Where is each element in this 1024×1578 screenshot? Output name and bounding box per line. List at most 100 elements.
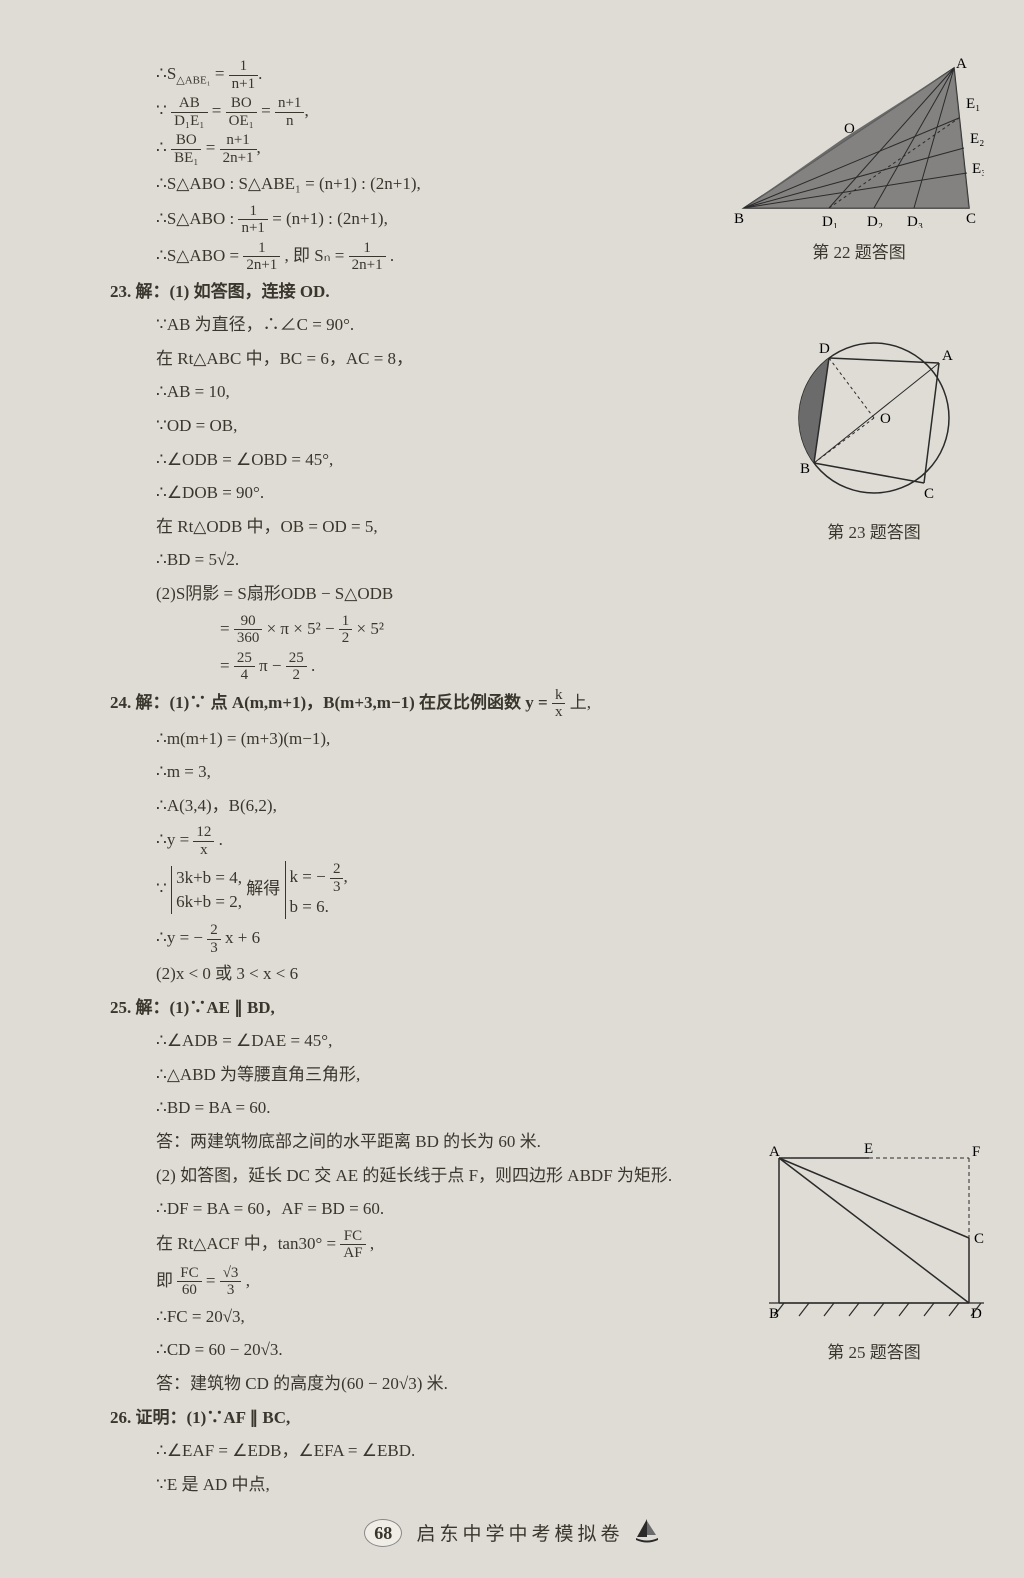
line: ∵AB 为直径，∴∠C = 90°. bbox=[110, 310, 700, 341]
text: . bbox=[258, 64, 262, 83]
numerator: n+1 bbox=[220, 132, 257, 150]
fraction: ABD₁E₁ bbox=[171, 95, 207, 129]
fraction: n+12n+1 bbox=[220, 132, 257, 166]
fraction: 23 bbox=[207, 922, 221, 956]
text: = bbox=[261, 101, 275, 120]
text: = bbox=[220, 618, 234, 637]
denominator: 3 bbox=[330, 879, 344, 896]
fraction: 12 bbox=[339, 613, 353, 647]
line: 在 Rt△ABC 中，BC = 6，AC = 8， bbox=[110, 344, 700, 375]
denominator: x bbox=[552, 704, 566, 721]
line: 即 FC60 = √33 , bbox=[110, 1265, 700, 1299]
text: 25. 解：(1)∵AE ∥ BD, bbox=[110, 998, 275, 1017]
label-A: A bbox=[769, 1144, 780, 1160]
text: ∴S bbox=[156, 64, 176, 83]
fraction: √33 bbox=[220, 1265, 242, 1299]
denominator: 2 bbox=[286, 667, 307, 684]
text: k = − bbox=[290, 867, 330, 886]
text: . bbox=[311, 655, 315, 674]
text: b = 6. bbox=[290, 897, 329, 916]
text: 在 Rt△ACF 中，tan30° = bbox=[156, 1234, 340, 1253]
line: 答：建筑物 CD 的高度为(60 − 20√3) 米. bbox=[110, 1369, 700, 1400]
denominator: 4 bbox=[234, 667, 255, 684]
line: ∴△ABD 为等腰直角三角形, bbox=[110, 1060, 700, 1091]
fig25-svg: A E F C B D bbox=[759, 1138, 989, 1328]
line: = 254 π − 252 . bbox=[110, 650, 700, 684]
numerator: 12 bbox=[193, 824, 214, 842]
line: ∴CD = 60 − 20√3. bbox=[110, 1335, 700, 1366]
text: ∴S△ABO : bbox=[156, 209, 238, 228]
numerator: FC bbox=[177, 1265, 201, 1283]
denominator: x bbox=[193, 842, 214, 859]
numerator: 1 bbox=[243, 240, 280, 258]
numerator: 1 bbox=[229, 58, 258, 76]
line: (2) 如答图，延长 DC 交 AE 的延长线于点 F，则四边形 ABDF 为矩… bbox=[110, 1161, 700, 1192]
line: ∴S△ABO : S△ABE₁ = (n+1) : (2n+1), bbox=[110, 169, 700, 200]
numerator: BO bbox=[171, 132, 201, 150]
denominator: 2n+1 bbox=[220, 150, 257, 167]
page-content: ∴S△ABE₁ = 1n+1. ∵ ABD₁E₁ = BOOE₁ = n+1n,… bbox=[110, 58, 954, 1500]
footer-title: 启东中学中考模拟卷 bbox=[416, 1524, 623, 1545]
numerator: 1 bbox=[238, 203, 267, 221]
fig22-caption: 第 22 题答图 bbox=[734, 238, 984, 263]
text: = bbox=[211, 64, 229, 83]
numerator: 90 bbox=[234, 613, 263, 631]
text: 26. 证明：(1)∵AF ∥ BC, bbox=[110, 1408, 290, 1427]
numerator: √3 bbox=[220, 1265, 242, 1283]
label-O: O bbox=[844, 121, 855, 137]
numerator: 2 bbox=[207, 922, 221, 940]
text: , bbox=[343, 867, 347, 886]
label-D2: D₂ bbox=[867, 214, 883, 228]
line: ∴S△ABO : 1n+1 = (n+1) : (2n+1), bbox=[110, 203, 700, 237]
fraction: 1n+1 bbox=[238, 203, 267, 237]
figure-22: A E₁ E₂ E₃ B D₁ D₂ D₃ C O 第 22 题答图 bbox=[734, 58, 984, 263]
numerator: n+1 bbox=[275, 95, 304, 113]
denominator: 2n+1 bbox=[349, 257, 386, 274]
numerator: 25 bbox=[286, 650, 307, 668]
q23-head: 23. 解：(1) 如答图，连接 OD. bbox=[110, 277, 700, 308]
denominator: 60 bbox=[177, 1282, 201, 1299]
fig22-svg: A E₁ E₂ E₃ B D₁ D₂ D₃ C O bbox=[734, 58, 984, 228]
text: × 5² bbox=[357, 618, 384, 637]
text: π − bbox=[259, 655, 286, 674]
fraction: 1n+1 bbox=[229, 58, 258, 92]
line: ∴AB = 10, bbox=[110, 377, 700, 408]
q26-head: 26. 证明：(1)∵AF ∥ BC, bbox=[110, 1403, 700, 1434]
fraction: BOBE₁ bbox=[171, 132, 201, 166]
line: 答：两建筑物底部之间的水平距离 BD 的长为 60 米. bbox=[110, 1127, 700, 1158]
label-B: B bbox=[734, 211, 744, 227]
text: x + 6 bbox=[225, 928, 260, 947]
figure-25: A E F C B D 第 25 题答图 bbox=[759, 1138, 989, 1363]
line: ∴A(3,4)，B(6,2), bbox=[110, 791, 700, 822]
fraction: n+1n bbox=[275, 95, 304, 129]
line: ∴FC = 20√3, bbox=[110, 1302, 700, 1333]
text: = bbox=[212, 101, 226, 120]
text: ∵ bbox=[156, 879, 171, 898]
line: ∴BD = 5√2. bbox=[110, 545, 700, 576]
fraction: 12n+1 bbox=[349, 240, 386, 274]
line: (2)S阴影 = S扇形ODB − S△ODB bbox=[110, 579, 700, 610]
fraction: FCAF bbox=[340, 1228, 365, 1262]
page-footer: 68 启东中学中考模拟卷 bbox=[0, 1517, 1024, 1548]
fraction: 254 bbox=[234, 650, 255, 684]
numerator: 2 bbox=[330, 861, 344, 879]
fraction: 90360 bbox=[234, 613, 263, 647]
label-C: C bbox=[924, 486, 934, 502]
text: 解得 bbox=[246, 879, 280, 898]
denominator: 2n+1 bbox=[243, 257, 280, 274]
label-D1: D₁ bbox=[822, 214, 838, 228]
numerator: 1 bbox=[339, 613, 353, 631]
line: 在 Rt△ODB 中，OB = OD = 5, bbox=[110, 512, 700, 543]
q25-head: 25. 解：(1)∵AE ∥ BD, bbox=[110, 993, 700, 1024]
denominator: D₁E₁ bbox=[171, 113, 207, 130]
line: ∵ ABD₁E₁ = BOOE₁ = n+1n, bbox=[110, 95, 700, 129]
text: × π × 5² − bbox=[267, 618, 339, 637]
fraction: 12x bbox=[193, 824, 214, 858]
q24-head: 24. 解：(1)∵ 点 A(m,m+1)，B(m+3,m−1) 在反比例函数 … bbox=[110, 687, 700, 721]
text: , bbox=[257, 138, 261, 157]
line: 在 Rt△ACF 中，tan30° = FCAF , bbox=[110, 1228, 700, 1262]
text: ∵ bbox=[156, 101, 171, 120]
line: ∴S△ABE₁ = 1n+1. bbox=[110, 58, 700, 92]
text: 6k+b = 2, bbox=[176, 892, 242, 911]
line: ∴m = 3, bbox=[110, 757, 700, 788]
